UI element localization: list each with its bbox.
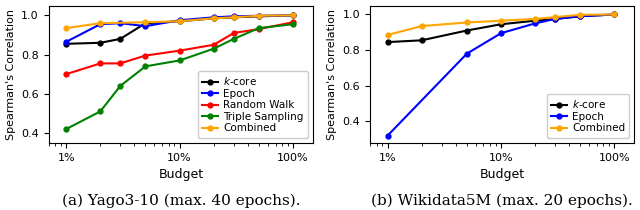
Triple Sampling (230, 38, 237, 40)
X-axis label: Budget: Budget (158, 168, 204, 181)
Combined (418, 25, 426, 27)
Triple Sampling (255, 27, 263, 29)
Line: Random Walk: Random Walk (64, 20, 296, 77)
Combined (463, 21, 470, 24)
Epoch (176, 19, 184, 21)
Combined (551, 16, 559, 18)
$k$-core (611, 13, 618, 16)
$k$-core (551, 18, 559, 20)
Random Walk (176, 49, 184, 52)
Random Walk (289, 21, 297, 24)
Random Walk (255, 28, 263, 30)
Random Walk (210, 43, 218, 46)
Combined (97, 22, 104, 24)
Random Walk (116, 62, 124, 65)
Combined (384, 34, 392, 36)
Combined (289, 14, 297, 17)
Line: $k$-core: $k$-core (64, 13, 296, 46)
Triple Sampling (141, 65, 149, 68)
Triple Sampling (176, 59, 184, 62)
$k$-core (176, 20, 184, 22)
Triple Sampling (116, 85, 124, 87)
Line: Combined: Combined (64, 13, 296, 30)
Epoch (116, 22, 124, 24)
Epoch (210, 16, 218, 18)
$k$-core (418, 39, 426, 42)
Random Walk (97, 62, 104, 65)
$k$-core (384, 41, 392, 43)
$k$-core (289, 14, 297, 17)
Line: $k$-core: $k$-core (385, 12, 617, 45)
Epoch (531, 22, 539, 25)
Combined (210, 17, 218, 20)
Y-axis label: Spearman's Correlation: Spearman's Correlation (327, 9, 337, 140)
Epoch (230, 15, 237, 18)
Epoch (62, 41, 70, 43)
Combined (141, 21, 149, 24)
Epoch (141, 25, 149, 27)
$k$-core (577, 15, 584, 17)
Line: Combined: Combined (385, 12, 617, 37)
Line: Epoch: Epoch (64, 13, 296, 44)
$k$-core (210, 17, 218, 20)
Text: (a) Yago3-10 (max. 40 epochs).: (a) Yago3-10 (max. 40 epochs). (61, 193, 300, 208)
Triple Sampling (97, 110, 104, 113)
Combined (255, 14, 263, 17)
Legend: $k$-core, Epoch, Random Walk, Triple Sampling, Combined: $k$-core, Epoch, Random Walk, Triple Sam… (198, 71, 308, 138)
Epoch (551, 18, 559, 20)
Combined (62, 27, 70, 29)
$k$-core (116, 38, 124, 40)
Combined (531, 18, 539, 20)
$k$-core (62, 43, 70, 45)
Triple Sampling (62, 128, 70, 130)
Triple Sampling (289, 23, 297, 25)
Epoch (463, 52, 470, 55)
$k$-core (463, 29, 470, 32)
Epoch (611, 13, 618, 16)
$k$-core (141, 22, 149, 24)
Epoch (289, 14, 297, 17)
Combined (497, 20, 505, 22)
$k$-core (497, 23, 505, 26)
Combined (176, 20, 184, 22)
Epoch (97, 23, 104, 25)
Triple Sampling (210, 47, 218, 50)
Epoch (497, 32, 505, 34)
Line: Triple Sampling: Triple Sampling (64, 22, 296, 131)
Epoch (577, 15, 584, 17)
Y-axis label: Spearman's Correlation: Spearman's Correlation (6, 9, 15, 140)
Legend: $k$-core, Epoch, Combined: $k$-core, Epoch, Combined (547, 94, 629, 138)
Random Walk (62, 73, 70, 75)
Combined (230, 16, 237, 18)
Line: Epoch: Epoch (385, 12, 617, 138)
Combined (577, 14, 584, 16)
X-axis label: Budget: Budget (479, 168, 525, 181)
$k$-core (97, 42, 104, 44)
Combined (611, 13, 618, 16)
$k$-core (255, 15, 263, 18)
Epoch (384, 134, 392, 137)
Epoch (255, 14, 263, 17)
$k$-core (230, 16, 237, 18)
Random Walk (230, 32, 237, 34)
Random Walk (141, 54, 149, 57)
$k$-core (531, 20, 539, 22)
Text: (b) Wikidata5M (max. 20 epochs).: (b) Wikidata5M (max. 20 epochs). (371, 193, 633, 208)
